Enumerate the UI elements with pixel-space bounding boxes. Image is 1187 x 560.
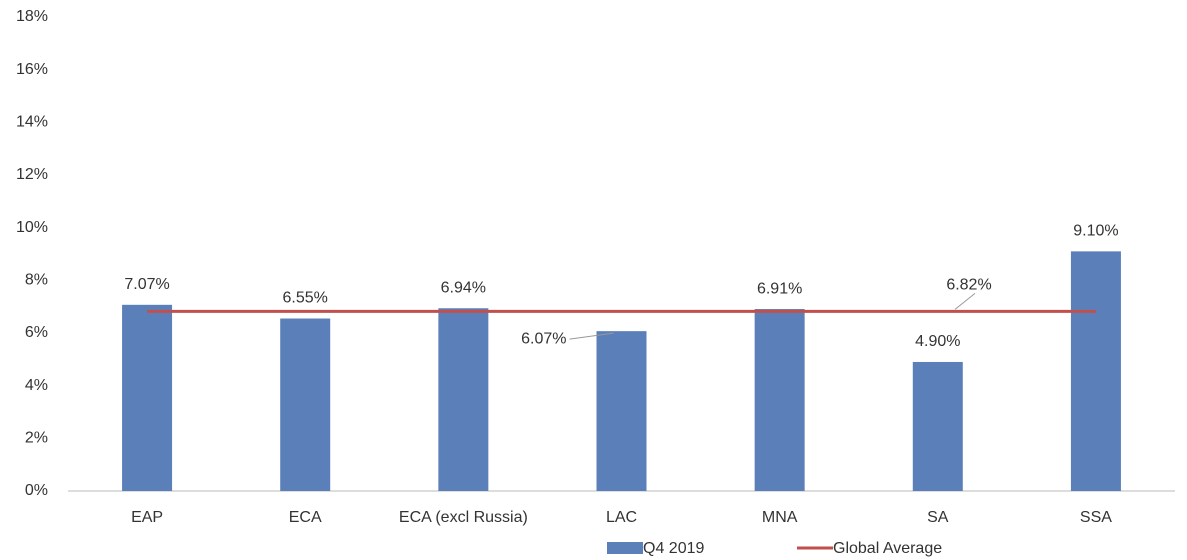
bar (438, 308, 489, 491)
legend-swatch (607, 542, 643, 554)
y-tick-label: 18% (16, 8, 48, 25)
leader-line (569, 332, 614, 340)
data-label: 6.94% (441, 279, 486, 296)
x-tick-label: SSA (1080, 509, 1112, 526)
x-tick-label: SA (927, 509, 949, 526)
bar (122, 304, 173, 491)
legend-label: Global Average (833, 540, 942, 557)
x-tick-label: MNA (762, 509, 798, 526)
data-label: 6.82% (946, 277, 991, 294)
y-tick-label: 12% (16, 166, 48, 183)
bar (280, 318, 331, 491)
y-tick-label: 2% (25, 430, 48, 447)
y-tick-label: 4% (25, 377, 48, 394)
bar (754, 309, 805, 491)
y-tick-label: 16% (16, 61, 48, 78)
data-label: 4.90% (915, 333, 960, 350)
legend-label: Q4 2019 (643, 540, 704, 557)
y-tick-label: 8% (25, 272, 48, 289)
data-label: 6.91% (757, 280, 802, 297)
x-tick-label: EAP (131, 509, 163, 526)
data-label: 7.07% (124, 276, 169, 293)
bar (596, 331, 647, 491)
x-tick-label: ECA (excl Russia) (399, 509, 528, 526)
y-tick-label: 6% (25, 324, 48, 341)
data-label: 6.07% (521, 330, 566, 347)
y-tick-label: 0% (25, 482, 48, 499)
y-tick-label: 14% (16, 114, 48, 131)
x-tick-label: ECA (289, 509, 322, 526)
x-tick-label: LAC (606, 509, 637, 526)
bar (912, 361, 963, 491)
bar (1070, 251, 1121, 491)
data-label: 9.10% (1073, 223, 1118, 240)
leader-line (954, 293, 976, 310)
data-label: 6.55% (283, 290, 328, 307)
y-tick-label: 10% (16, 219, 48, 236)
